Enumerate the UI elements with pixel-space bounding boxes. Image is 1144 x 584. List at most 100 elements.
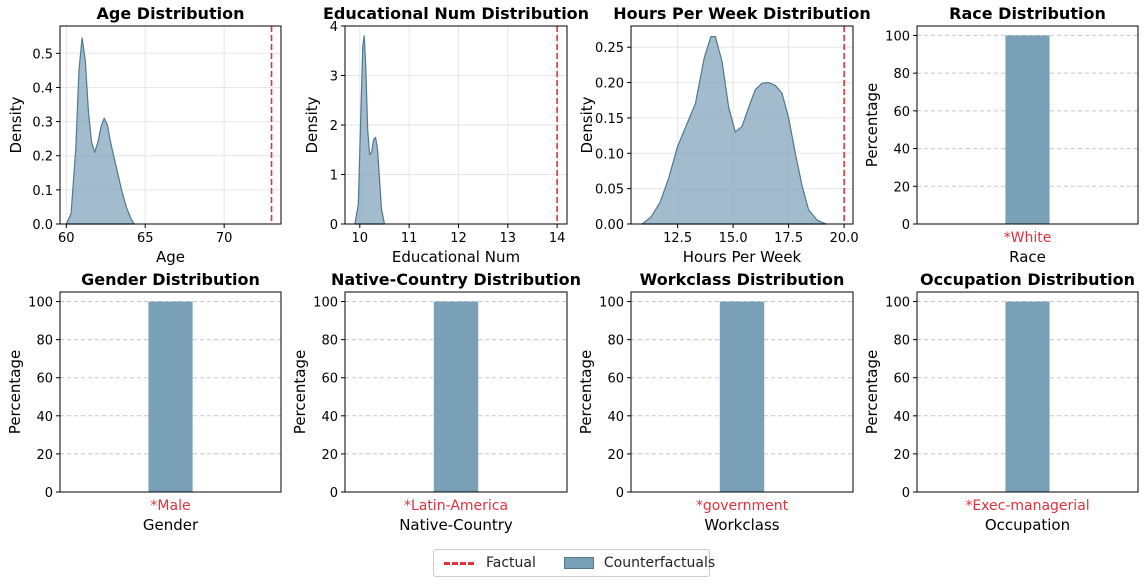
legend-item-factual: Factual <box>434 555 536 571</box>
y-tick-label: 0.5 <box>32 47 53 62</box>
plot-frame <box>916 291 1139 493</box>
y-tick-label: 80 <box>893 334 910 349</box>
x-tick-label: 12.5 <box>663 231 692 246</box>
x-tick-label: 20.0 <box>830 231 859 246</box>
x-tick-label: 10 <box>352 231 369 246</box>
legend-counterfactual-swatch <box>563 557 594 569</box>
x-tick-label: *Male <box>150 498 190 514</box>
y-tick-label: 4 <box>330 20 338 35</box>
x-tick-label: 14 <box>549 231 566 246</box>
x-tick-label: 12 <box>450 231 467 246</box>
y-tick-label: 0.1 <box>32 184 53 199</box>
chart-title: Native-Country Distribution <box>331 270 581 289</box>
y-tick-label: 60 <box>893 372 910 387</box>
y-tick-label: 0.10 <box>595 147 624 162</box>
y-tick-label: 0.4 <box>32 81 53 96</box>
chart-panel-3: Hours Per Week Distribution 12.5 15.0 17.5 2… <box>578 4 871 266</box>
chart-panel-5: Gender Distribution *Male 0 20 40 60 80 100 Gend… <box>6 270 282 534</box>
y-tick-label: 1 <box>330 169 338 184</box>
chart-title: Race Distribution <box>949 4 1106 23</box>
chart-panel-1: Age Distribution 60 65 70 0.0 0.1 0.2 0.3 0.4 0.5… <box>7 4 282 266</box>
plot-frame <box>59 291 282 493</box>
y-tick-label: 20 <box>893 180 910 195</box>
x-axis-label: Workclass <box>704 516 779 534</box>
x-axis-label: Hours Per Week <box>683 248 802 266</box>
y-axis-label: Percentage <box>291 350 309 434</box>
legend-item-counterfactuals: Counterfactuals <box>536 555 715 571</box>
y-tick-label: 80 <box>893 67 910 82</box>
y-tick-label: 0 <box>902 218 910 233</box>
y-tick-label: 60 <box>321 372 338 387</box>
y-tick-label: 100 <box>28 296 53 311</box>
x-tick-label: *Latin-America <box>404 498 508 514</box>
x-tick-label: 70 <box>216 231 233 246</box>
y-tick-label: 80 <box>321 334 338 349</box>
y-tick-label: 0 <box>330 218 338 233</box>
y-tick-label: 0.05 <box>595 183 624 198</box>
chart-title: Workclass Distribution <box>640 270 845 289</box>
plot-frame <box>630 25 854 225</box>
y-tick-label: 40 <box>321 410 338 425</box>
y-tick-label: 100 <box>885 296 910 311</box>
chart-title: Age Distribution <box>97 4 245 23</box>
y-tick-label: 60 <box>893 105 910 120</box>
x-axis-label: Gender <box>143 516 199 534</box>
legend-factual-label: Factual <box>486 555 536 571</box>
y-tick-label: 0.2 <box>32 150 53 165</box>
y-tick-label: 3 <box>330 70 338 85</box>
bar <box>1005 35 1050 224</box>
x-tick-label: 11 <box>401 231 418 246</box>
legend-factual-swatch <box>444 561 474 565</box>
y-tick-label: 20 <box>607 448 624 463</box>
chart-title: Hours Per Week Distribution <box>613 4 870 23</box>
y-tick-label: 0.3 <box>32 116 53 131</box>
y-tick-label: 0 <box>616 486 624 501</box>
y-tick-label: 0.00 <box>595 218 624 233</box>
chart-title: Educational Num Distribution <box>323 4 589 23</box>
y-tick-label: 2 <box>330 119 338 134</box>
x-tick-label: *government <box>696 498 789 514</box>
chart-panel-4: Race Distribution *White 0 20 40 60 80 100 Race P… <box>863 4 1139 266</box>
y-axis-label: Percentage <box>577 350 595 434</box>
y-tick-label: 0.15 <box>595 112 624 127</box>
plot-frame <box>344 291 568 493</box>
y-tick-label: 40 <box>36 410 53 425</box>
y-tick-label: 60 <box>607 372 624 387</box>
y-tick-label: 0 <box>902 486 910 501</box>
y-tick-label: 0.20 <box>595 77 624 92</box>
y-axis-label: Density <box>578 96 596 153</box>
y-tick-label: 0 <box>330 486 338 501</box>
plot-frame <box>59 25 282 225</box>
chart-panel-8: Occupation Distribution *Exec-managerial 0… <box>863 270 1139 534</box>
bar <box>433 301 479 492</box>
y-tick-label: 40 <box>893 143 910 158</box>
plot-frame <box>630 291 854 493</box>
chart-title: Gender Distribution <box>81 270 260 289</box>
x-tick-label: *White <box>1004 230 1052 246</box>
chart-panel-7: Workclass Distribution *government 0 20 40 60… <box>577 270 854 534</box>
y-tick-label: 80 <box>36 334 53 349</box>
bar <box>148 301 193 492</box>
legend: Factual Counterfactuals <box>433 549 715 577</box>
y-tick-label: 20 <box>36 448 53 463</box>
y-axis-label: Density <box>303 96 321 153</box>
y-tick-label: 40 <box>893 410 910 425</box>
y-axis-label: Percentage <box>863 83 881 167</box>
x-axis-label: Race <box>1009 248 1046 266</box>
y-tick-label: 100 <box>885 29 910 44</box>
y-tick-label: 0 <box>45 486 53 501</box>
y-tick-label: 80 <box>607 334 624 349</box>
legend-counterfactual-label: Counterfactuals <box>603 555 716 571</box>
x-tick-label: 65 <box>137 231 154 246</box>
y-tick-label: 20 <box>321 448 338 463</box>
x-tick-label: 13 <box>500 231 517 246</box>
chart-title: Occupation Distribution <box>920 270 1135 289</box>
y-tick-label: 100 <box>313 296 338 311</box>
x-tick-label: *Exec-managerial <box>965 498 1089 514</box>
y-tick-label: 0.25 <box>595 41 624 56</box>
plot-frame <box>916 25 1139 225</box>
x-axis-label: Educational Num <box>392 248 520 266</box>
x-tick-label: 17.5 <box>774 231 803 246</box>
